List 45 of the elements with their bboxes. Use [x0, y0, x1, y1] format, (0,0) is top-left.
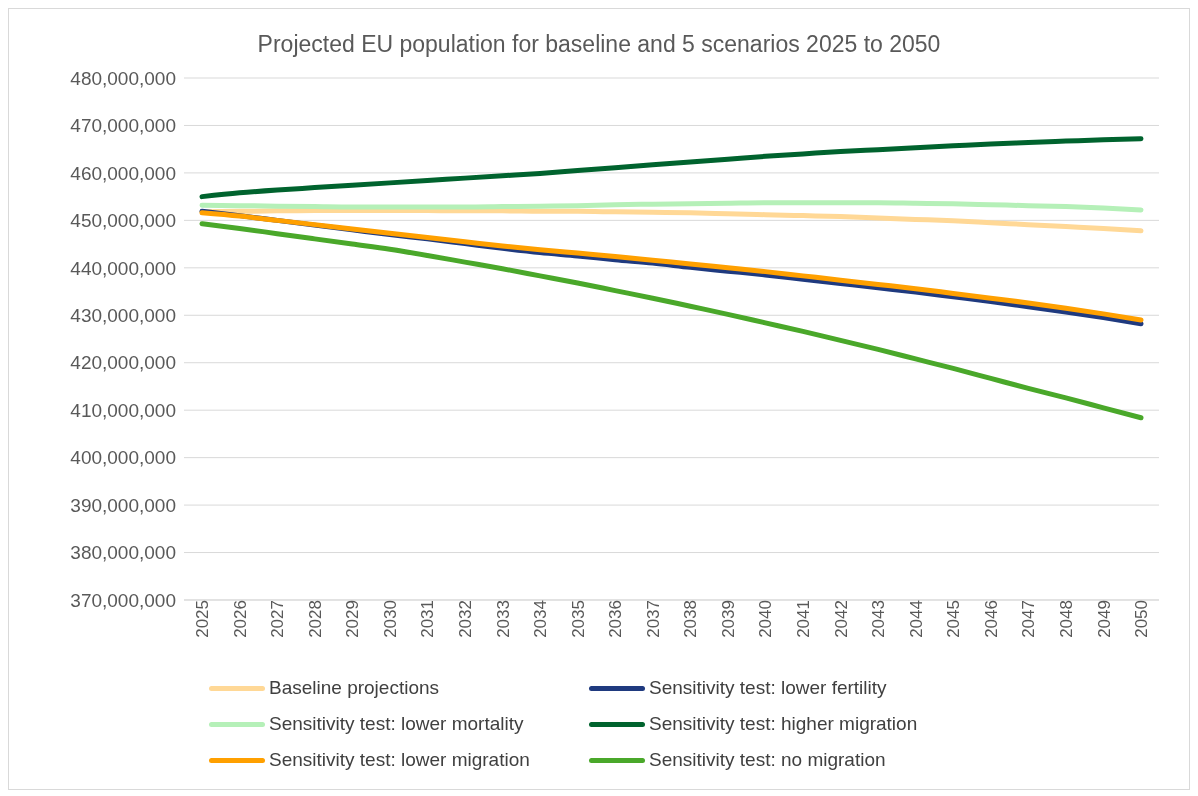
legend-label: Sensitivity test: higher migration: [649, 713, 918, 735]
x-tick-label: 2045: [944, 600, 964, 638]
y-tick-label: 410,000,000: [70, 399, 176, 421]
x-tick-label: 2032: [455, 600, 475, 638]
y-tick-label: 460,000,000: [70, 162, 176, 184]
x-tick-label: 2025: [193, 600, 213, 638]
y-tick-label: 480,000,000: [70, 67, 176, 89]
x-tick-label: 2048: [1056, 600, 1076, 638]
x-tick-label: 2034: [531, 600, 551, 638]
y-tick-label: 420,000,000: [70, 352, 176, 374]
x-tick-label: 2036: [606, 600, 626, 638]
x-tick-label: 2033: [493, 600, 513, 638]
x-tick-label: 2027: [268, 600, 288, 638]
x-tick-label: 2035: [568, 600, 588, 638]
x-tick-label: 2042: [831, 600, 851, 638]
x-tick-label: 2043: [869, 600, 889, 638]
y-tick-label: 430,000,000: [70, 305, 176, 327]
x-tick-label: 2046: [981, 600, 1001, 638]
y-tick-label: 400,000,000: [70, 447, 176, 469]
chart-title: Projected EU population for baseline and 5 scenarios 2025 to 2050: [256, 30, 942, 58]
x-tick-label: 2037: [643, 600, 663, 638]
legend-label: Baseline projections: [269, 677, 440, 699]
y-tick-label: 390,000,000: [70, 494, 176, 516]
legend-label: Sensitivity test: no migration: [649, 749, 886, 771]
legend-label: Sensitivity test: lower migration: [269, 749, 530, 771]
x-tick-label: 2039: [718, 600, 738, 638]
x-tick-label: 2047: [1019, 600, 1039, 638]
y-tick-label: 450,000,000: [70, 210, 176, 232]
x-tick-label: 2026: [230, 600, 250, 638]
x-tick-label: 2031: [418, 600, 438, 638]
y-tick-label: 440,000,000: [70, 257, 176, 279]
x-tick-label: 2041: [794, 600, 814, 638]
y-tick-label: 370,000,000: [70, 589, 176, 611]
y-tick-label: 470,000,000: [70, 115, 176, 137]
legend-label: Sensitivity test: lower mortality: [269, 713, 524, 735]
x-tick-label: 2028: [305, 600, 325, 638]
y-tick-label: 380,000,000: [70, 542, 176, 564]
x-tick-label: 2044: [906, 600, 926, 638]
x-tick-label: 2030: [380, 600, 400, 638]
x-tick-label: 2038: [681, 600, 701, 638]
x-tick-label: 2049: [1094, 600, 1114, 638]
x-tick-label: 2029: [343, 600, 363, 638]
x-tick-label: 2040: [756, 600, 776, 638]
x-tick-label: 2050: [1132, 600, 1152, 638]
legend-label: Sensitivity test: lower fertility: [649, 677, 887, 699]
